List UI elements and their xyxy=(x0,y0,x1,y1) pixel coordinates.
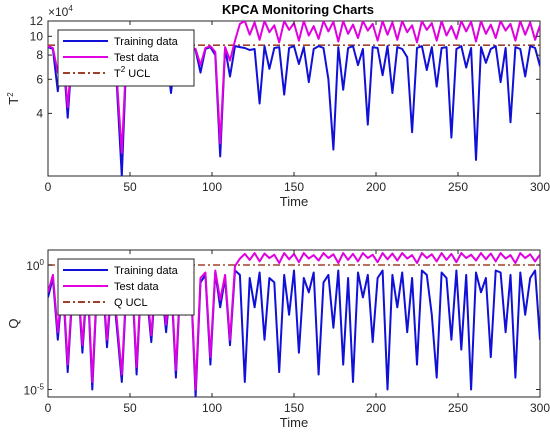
legend-label: T2 UCL xyxy=(114,65,150,80)
y-tick-label: 8 xyxy=(36,48,43,62)
y-axis-label: T2 xyxy=(6,92,21,105)
y-tick-label: 6 xyxy=(36,72,43,86)
x-tick-label: 50 xyxy=(123,180,137,194)
x-tick-label: 50 xyxy=(123,401,137,415)
y-tick-label: 100 xyxy=(26,258,44,273)
legend-label: Q UCL xyxy=(114,297,148,309)
y-axis-label: Q xyxy=(6,318,21,328)
y-tick-label: 10-5 xyxy=(24,383,45,398)
y-tick-label: 12 xyxy=(30,14,44,28)
y-scale-factor: ×104 xyxy=(48,4,73,19)
q-chart-panel: 0 50 100 150 200 250 300 10-5 100 Time Q Training d… xyxy=(6,249,550,430)
x-tick-label: 300 xyxy=(530,180,550,194)
x-tick-label: 200 xyxy=(366,401,386,415)
x-tick-label: 300 xyxy=(530,401,550,415)
x-tick-label: 150 xyxy=(284,401,304,415)
x-tick-label: 250 xyxy=(448,180,468,194)
figure-title: KPCA Monitoring Charts xyxy=(222,2,374,17)
x-tick-label: 0 xyxy=(45,401,52,415)
x-tick-label: 150 xyxy=(284,180,304,194)
x-tick-label: 200 xyxy=(366,180,386,194)
legend-label: Training data xyxy=(114,36,179,48)
legend-label: Training data xyxy=(114,265,179,277)
legend: Training data Test data Q UCL xyxy=(57,258,195,316)
x-axis-label: Time xyxy=(280,415,308,430)
y-tick-label: 4 xyxy=(36,106,43,120)
x-tick-label: 250 xyxy=(448,401,468,415)
x-axis-label: Time xyxy=(280,194,308,209)
x-tick-label: 100 xyxy=(202,180,222,194)
y-tick-label: 10 xyxy=(30,29,44,43)
legend-label: Test data xyxy=(114,281,160,293)
x-tick-label: 100 xyxy=(202,401,222,415)
legend-label: Test data xyxy=(114,52,160,64)
x-tick-label: 0 xyxy=(45,180,52,194)
